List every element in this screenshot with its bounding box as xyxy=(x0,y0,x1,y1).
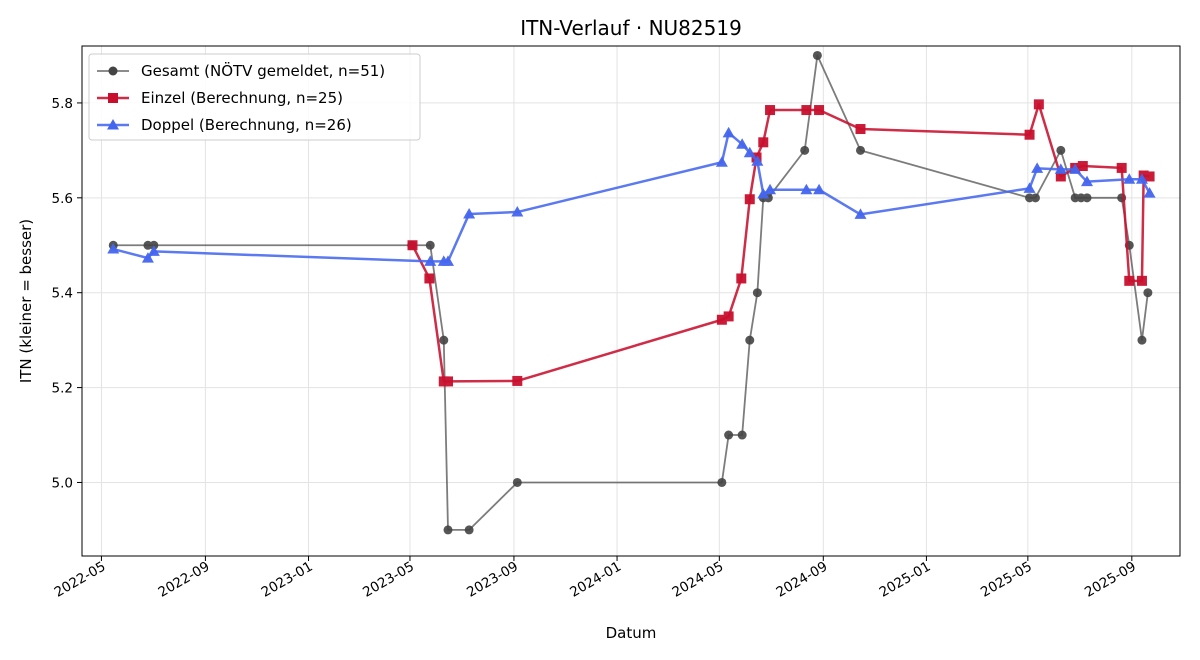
legend-label: Doppel (Berechnung, n=26) xyxy=(141,116,352,134)
data-point xyxy=(1143,187,1156,198)
data-point xyxy=(855,124,866,135)
data-point xyxy=(1135,173,1148,184)
data-point xyxy=(511,206,524,217)
data-point xyxy=(1137,335,1147,345)
x-axis-label: Datum xyxy=(606,624,657,642)
data-point xyxy=(463,207,476,219)
data-point xyxy=(1138,170,1149,181)
data-point xyxy=(424,273,435,284)
data-point xyxy=(424,255,437,266)
data-point xyxy=(736,273,747,284)
legend-box xyxy=(88,53,421,141)
data-point xyxy=(1082,193,1092,203)
data-point xyxy=(1069,163,1082,174)
data-point xyxy=(800,145,810,155)
data-point xyxy=(722,126,735,138)
data-point xyxy=(751,155,764,166)
data-point xyxy=(765,105,776,116)
data-point xyxy=(813,183,826,195)
data-point xyxy=(812,50,822,60)
y-tick-label: 5.6 xyxy=(52,191,73,207)
data-point xyxy=(723,311,734,322)
data-point xyxy=(464,525,474,535)
data-point xyxy=(757,188,770,199)
data-point xyxy=(758,137,769,148)
data-point xyxy=(1081,175,1094,187)
data-point xyxy=(1030,193,1040,203)
data-point xyxy=(149,240,159,250)
data-point xyxy=(800,183,813,195)
plot-frame xyxy=(81,45,1181,557)
data-point xyxy=(1143,288,1153,298)
data-point xyxy=(1024,129,1035,140)
data-point xyxy=(1123,173,1136,184)
y-axis-label: ITN (kleiner = besser) xyxy=(17,219,35,383)
data-point xyxy=(442,255,454,266)
data-point xyxy=(724,430,734,440)
data-point xyxy=(744,194,755,205)
data-point xyxy=(1023,182,1036,193)
data-point xyxy=(854,208,867,219)
data-point xyxy=(1056,145,1066,155)
data-point xyxy=(1136,275,1147,286)
data-point xyxy=(1116,162,1127,173)
data-point xyxy=(717,477,727,487)
series-layer xyxy=(107,50,1156,535)
data-point xyxy=(443,376,453,387)
data-point xyxy=(1055,171,1066,182)
data-point xyxy=(743,146,756,158)
legend-item: Einzel (Berechnung, n=25) xyxy=(97,89,343,107)
data-point xyxy=(801,105,812,116)
data-point xyxy=(745,335,755,345)
legend: Gesamt (NÖTV gemeldet, n=51) Einzel (Bere… xyxy=(88,53,421,141)
data-point xyxy=(443,525,453,535)
legend-item: Doppel (Berechnung, n=26) xyxy=(97,116,352,134)
data-point xyxy=(715,156,728,167)
data-point xyxy=(814,105,825,116)
data-point xyxy=(141,252,154,263)
data-point xyxy=(716,314,727,325)
legend-marker xyxy=(107,119,119,130)
y-tick-label: 5.0 xyxy=(52,475,73,491)
data-point xyxy=(1031,162,1044,173)
legend-item: Gesamt (NÖTV gemeldet, n=51) xyxy=(97,61,385,80)
y-tick-label: 5.2 xyxy=(52,381,73,397)
data-point xyxy=(107,243,120,254)
series-markers xyxy=(108,50,1153,535)
data-point xyxy=(439,335,449,345)
chart-title: ITN-Verlauf · NU82519 xyxy=(520,16,742,40)
data-point xyxy=(512,477,522,487)
legend-label: Einzel (Berechnung, n=25) xyxy=(141,89,343,107)
data-point xyxy=(855,145,865,155)
data-point xyxy=(1077,161,1088,172)
data-point xyxy=(1144,171,1155,182)
legend-marker xyxy=(108,66,118,76)
legend-label: Gesamt (NÖTV gemeldet, n=51) xyxy=(141,61,385,80)
y-tick-label: 5.4 xyxy=(52,286,73,302)
data-point xyxy=(752,288,762,298)
legend-marker xyxy=(108,93,118,103)
data-point xyxy=(1033,99,1044,110)
series-markers xyxy=(107,126,1156,266)
data-point xyxy=(407,240,418,251)
data-point xyxy=(147,245,160,256)
data-point xyxy=(736,138,749,149)
data-point xyxy=(425,240,435,250)
y-tick-label: 5.8 xyxy=(52,96,73,112)
data-point xyxy=(764,183,777,195)
data-point xyxy=(1124,275,1135,286)
series-3 xyxy=(107,126,1156,266)
data-point xyxy=(737,430,747,440)
data-point xyxy=(1054,163,1067,174)
data-point xyxy=(512,375,523,386)
